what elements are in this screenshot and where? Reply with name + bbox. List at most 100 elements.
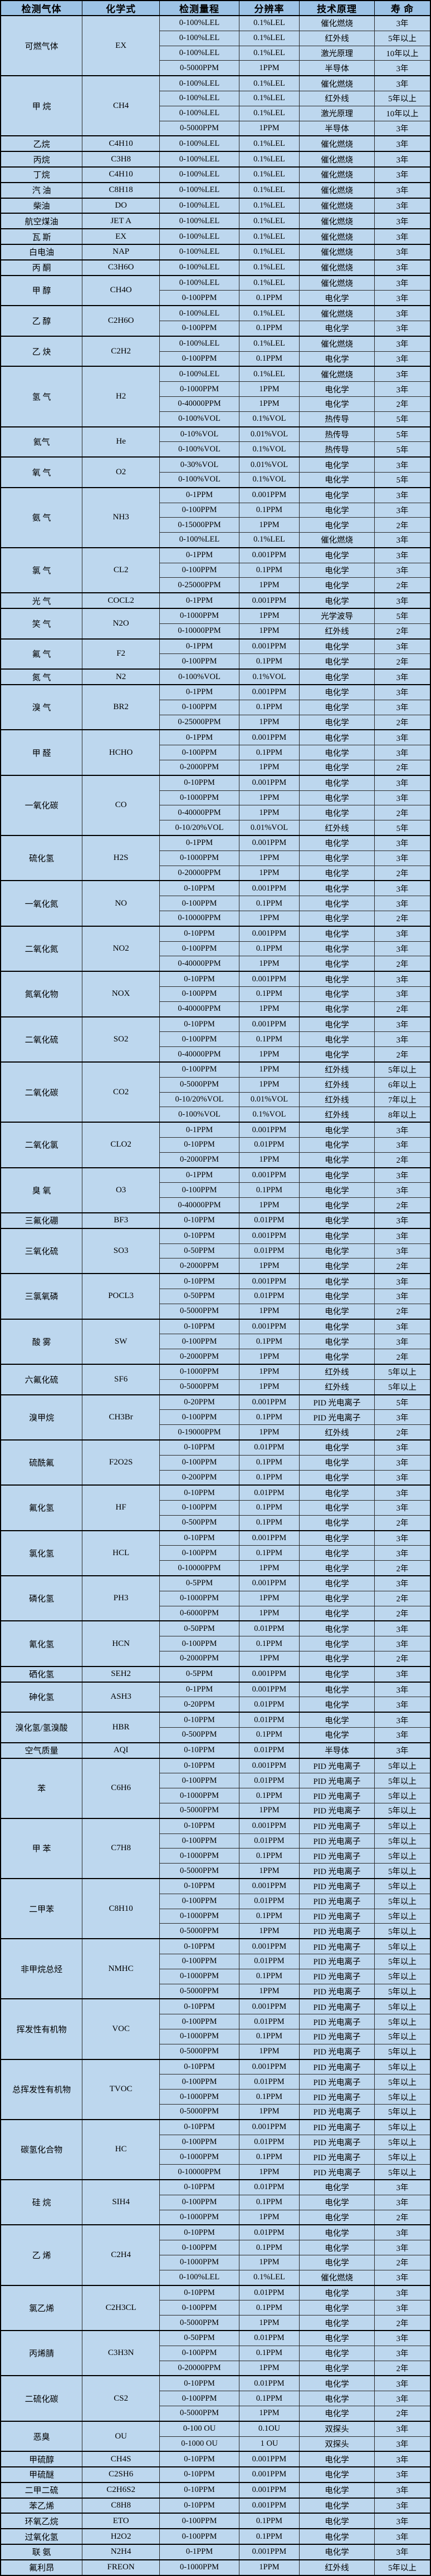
principle-cell: 电化学 xyxy=(299,850,375,866)
principle-cell: 电化学 xyxy=(299,1469,375,1486)
table-row: 0-100PPM 0.1PPM 电化学 3年 xyxy=(1,2240,431,2255)
principle-cell: 电化学 xyxy=(299,760,375,776)
table-row: 过氧化氢 H2O2 0-100PPM 0.1PPM 电化学 3年 xyxy=(0,2528,431,2545)
table-row: 苯乙烯 C8H8 0-10PPM 0.001PPM 电化学 3年 xyxy=(0,2497,431,2514)
resolution-cell: 1PPM xyxy=(238,714,300,730)
table-row: 0-5000PPM 1PPM PID 光电离子 5年以上 xyxy=(1,2103,431,2120)
range-cell: 0-1000PPM xyxy=(159,1908,239,1924)
range-cell: 0-100PPM xyxy=(159,2240,239,2255)
resolution-cell: 0.1PPM xyxy=(238,562,300,578)
formula-cell: SIH4 xyxy=(82,2179,160,2225)
resolution-cell: 0.1OU xyxy=(238,2420,300,2437)
resolution-cell: 0.1PPM xyxy=(238,320,300,337)
table-row: 0-100%LEL 0.1%LEL 催化燃烧 3年 xyxy=(1,532,431,548)
principle-cell: 电化学 xyxy=(299,1122,375,1138)
range-cell: 0-100PPM xyxy=(159,1773,239,1789)
resolution-cell: 0.1%VOL xyxy=(238,411,300,427)
range-cell: 0-5000PPM xyxy=(159,1076,239,1093)
principle-cell: 红外线 xyxy=(299,1061,375,1078)
range-cell: 0-2000PPM xyxy=(159,1152,239,1168)
principle-cell: PID 光电离子 xyxy=(299,1803,375,1819)
formula-cell: HF xyxy=(82,1484,160,1531)
formula-cell: CH4S xyxy=(82,2451,160,2467)
range-cell: 0-1PPM xyxy=(159,638,239,655)
range-cell: 0-10/20%VOL xyxy=(159,1092,239,1108)
life-cell: 3年 xyxy=(374,181,431,199)
life-cell: 2年 xyxy=(374,1303,431,1320)
life-cell: 2年 xyxy=(374,1152,431,1168)
life-cell: 3年 xyxy=(374,2436,431,2452)
table-row: 氰化氢 HCN 0-50PPM 0.01PPM 电化学 3年 xyxy=(0,1620,431,1667)
table-row: 二甲苯 C8H10 0-10PPM 0.001PPM PID 光电离子 5年以上 xyxy=(0,1878,431,1939)
principle-cell: PID 光电离子 xyxy=(299,1983,375,1999)
life-cell: 2年 xyxy=(374,1197,431,1213)
range-cell: 0-1PPM xyxy=(159,1167,239,1183)
range-cell: 0-2000PPM xyxy=(159,1651,239,1667)
table-row: 0-1000PPM 0.1PPM PID 光电离子 5年以上 xyxy=(1,2028,431,2044)
resolution-cell: 0.1PPM xyxy=(238,896,300,912)
range-cell: 0-100PPM xyxy=(159,2300,239,2316)
table-row: 0-5000PPM 1PPM 半导体 3年 xyxy=(1,60,431,76)
resolution-cell: 0.1PPM xyxy=(238,1515,300,1531)
principle-cell: 催化燃烧 xyxy=(299,2269,375,2286)
formula-cell: C8H8 xyxy=(82,2497,160,2514)
table-row: 乙 炔 C2H2 0-100%LEL 0.1%LEL 催化燃烧 3年 xyxy=(0,335,431,367)
table-row: 氧 气 O2 0-30%VOL 0.01%VOL 电化学 3年 xyxy=(0,456,431,488)
principle-cell: 电化学 xyxy=(299,517,375,533)
resolution-cell: 0.1%LEL xyxy=(238,30,300,46)
resolution-cell: 0.01PPM xyxy=(238,1137,300,1153)
principle-cell: 电化学 xyxy=(299,2254,375,2270)
table-row: 0-20PPM 0.01PPM 电化学 3年 xyxy=(1,1697,431,1713)
table-row: 0-100PPM 0.1PPM 电化学 3年 xyxy=(1,745,431,761)
table-row: 二硫化碳 CS2 0-10PPM 0.01PPM 电化学 3年 xyxy=(0,2375,431,2422)
gas-name-cell: 二氧化氮 xyxy=(0,925,83,972)
table-row: 乙 烯 C2H4 0-10PPM 0.01PPM 电化学 3年 xyxy=(0,2224,431,2286)
gas-name-cell: 磷化氢 xyxy=(0,1575,83,1621)
column-header: 寿 命 xyxy=(374,0,431,16)
life-cell: 2年 xyxy=(374,1349,431,1365)
resolution-cell: 1PPM xyxy=(238,760,300,776)
resolution-cell: 1PPM xyxy=(238,1046,300,1063)
range-cell: 0-1000PPM xyxy=(159,1848,239,1864)
formula-cell: C8H18 xyxy=(82,181,160,199)
column-header: 分辨率 xyxy=(238,0,300,16)
life-cell: 3年 xyxy=(374,2240,431,2255)
range-cell: 0-100PPM xyxy=(159,1409,239,1425)
life-cell: 2年 xyxy=(374,1258,431,1274)
range-cell: 0-100PPM xyxy=(159,1031,239,1048)
range-cell: 0-10PPM xyxy=(159,1318,239,1335)
life-cell: 5年 xyxy=(374,820,431,836)
life-cell: 5年以上 xyxy=(374,1803,431,1819)
range-cell: 0-5000PPM xyxy=(159,1379,239,1395)
range-cell: 0-10PPM xyxy=(159,774,239,791)
range-cell: 0-1PPM xyxy=(159,684,239,700)
table-row: 氦气 He 0-10%VOL 0.01%VOL 热传导 5年 xyxy=(0,426,431,458)
life-cell: 2年 xyxy=(374,623,431,640)
life-cell: 5年以上 xyxy=(374,1983,431,1999)
table-row: 0-40000PPM 1PPM 电化学 2年 xyxy=(1,1197,431,1213)
table-row: 0-100PPM 0.1PPM 电化学 3年 xyxy=(1,1636,431,1652)
gas-name-cell: 二硫化碳 xyxy=(0,2375,83,2422)
resolution-cell: 0.1PPM xyxy=(238,290,300,306)
life-cell: 5年以上 xyxy=(374,1817,431,1834)
range-cell: 0-1000PPM xyxy=(159,2559,239,2576)
gas-name-cell: 三氟化硼 xyxy=(0,1212,83,1229)
range-cell: 0-100%LEL xyxy=(159,14,239,31)
resolution-cell: 0.1PPM xyxy=(238,2028,300,2044)
resolution-cell: 1PPM xyxy=(238,2405,300,2422)
gas-name-cell: 氟 气 xyxy=(0,638,83,670)
range-cell: 0-100PPM xyxy=(159,653,239,670)
table-row: 0-10/20%VOL 0.01%VOL 红外线 7年以上 xyxy=(1,1092,431,1108)
table-row: 0-5000PPM 1PPM PID 光电离子 5年以上 xyxy=(1,1803,431,1819)
formula-cell: He xyxy=(82,426,160,458)
principle-cell: PID 光电离子 xyxy=(299,1409,375,1425)
principle-cell: 电化学 xyxy=(299,396,375,412)
life-cell: 3年 xyxy=(374,941,431,957)
principle-cell: 电化学 xyxy=(299,1712,375,1728)
range-cell: 0-40000PPM xyxy=(159,1001,239,1017)
gas-name-cell: 丁烷 xyxy=(0,166,83,183)
range-cell: 0-1000PPM xyxy=(159,1788,239,1804)
range-cell: 0-1PPM xyxy=(159,2544,239,2560)
life-cell: 5年以上 xyxy=(374,1773,431,1789)
principle-cell: 催化燃烧 xyxy=(299,14,375,31)
